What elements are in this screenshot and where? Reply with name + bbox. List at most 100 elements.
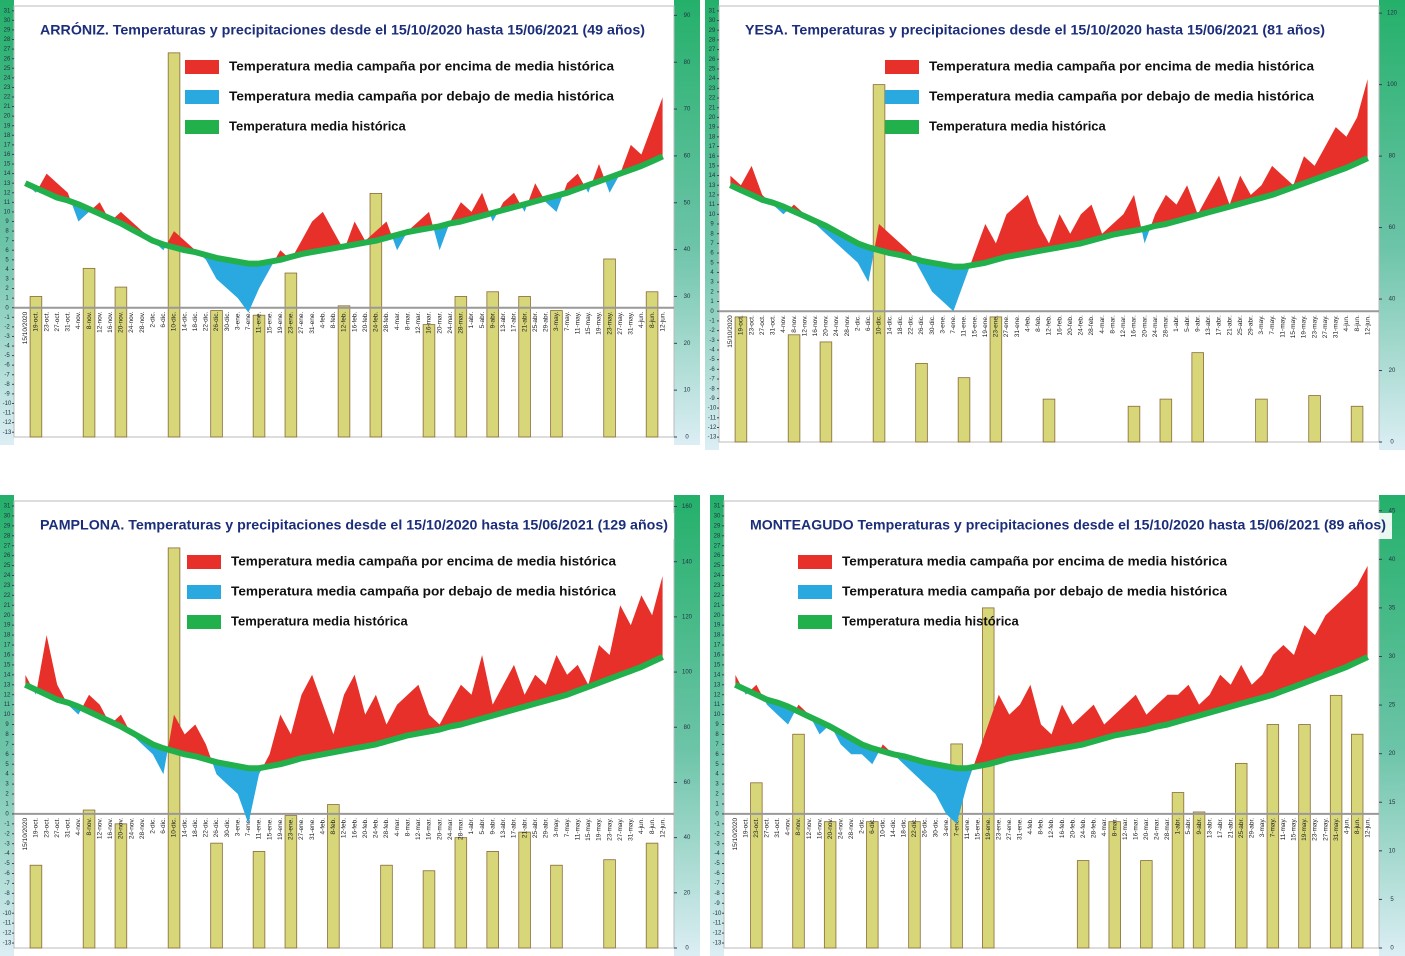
precipitation-bar [252, 851, 266, 949]
x-tick-label: 1-abr. [1175, 818, 1182, 835]
x-tick-label: 30-dic. [932, 818, 939, 838]
precipitation-bar [550, 310, 563, 438]
x-tick-label: 20-nov. [118, 312, 125, 333]
chart-panel: -13-12-11-10-9-8-7-6-5-4-3-2-10123456789… [0, 495, 700, 956]
y-tick-label: 9 [715, 722, 719, 728]
x-tick-label: 27-oct. [54, 818, 61, 838]
y-tick-label: 17 [714, 643, 721, 649]
y2-tick-label: 0 [1390, 440, 1394, 446]
precipitation-bar [252, 314, 266, 438]
x-tick-label: 15/10/2020 [22, 311, 29, 344]
x-tick-label: 8-jun. [649, 312, 656, 328]
y2-tick-label: 40 [1389, 297, 1396, 303]
y-tick-label: -5 [709, 357, 715, 363]
y-tick-label: 24 [714, 573, 721, 579]
x-tick-label: 16-mar. [1133, 818, 1140, 840]
y-tick-label: -1 [4, 315, 10, 321]
precipitation-bar [1255, 398, 1268, 443]
y-tick-label: 17 [709, 144, 716, 150]
x-tick-label: 21-abr. [521, 818, 528, 838]
x-tick-label: 4-nov. [75, 818, 82, 836]
y-tick-label: -10 [708, 406, 717, 412]
x-tick-label: 5-abr. [1184, 315, 1191, 332]
x-tick-label: 20-nov. [827, 818, 834, 839]
x-tick-label: 20-feb. [362, 818, 369, 838]
x-tick-label: 26-dic. [918, 315, 925, 335]
y-tick-label: -9 [714, 901, 720, 907]
y-tick-label: 25 [4, 66, 11, 72]
y2-tick-label: 40 [1389, 557, 1396, 563]
x-tick-label: 13-abr. [500, 312, 507, 332]
x-tick-label: 24-nov. [128, 312, 135, 333]
x-tick-label: 28-feb. [1088, 315, 1095, 335]
y-tick-label: 29 [4, 523, 11, 529]
x-tick-label: 2-dic. [858, 818, 865, 834]
legend-label: Temperatura media histórica [229, 118, 407, 133]
y-tick-label: -3 [709, 338, 715, 344]
precipitation-bar [518, 296, 531, 438]
x-tick-label: 16-feb. [351, 818, 358, 838]
y-tick-label: -9 [4, 391, 10, 397]
y-tick-label: 15 [4, 662, 11, 668]
x-tick-label: 22-dic. [911, 818, 918, 838]
x-tick-label: 13-abr. [1205, 315, 1212, 335]
y-tick-label: 12 [709, 193, 716, 199]
precipitation-bar [1159, 398, 1173, 443]
x-tick-label: 23-may. [1312, 818, 1319, 841]
y2-tick-label: 15 [1389, 800, 1396, 806]
y-tick-label: 0 [715, 811, 719, 817]
legend-label: Temperatura media campaña por debajo de … [231, 583, 617, 598]
precipitation-bar [337, 305, 351, 438]
x-tick-label: 15/10/2020 [22, 818, 29, 851]
x-tick-label: 11-ene. [964, 818, 971, 840]
y2-tick-label: 40 [684, 835, 691, 841]
precipitation-bar [1192, 811, 1206, 949]
x-tick-label: 12-feb. [341, 818, 348, 838]
y2-tick-label: 90 [684, 13, 691, 19]
y-tick-label: 13 [4, 181, 11, 187]
y-tick-label: 7 [710, 241, 714, 247]
y-tick-label: 15 [714, 662, 721, 668]
y2-tick-label: 80 [1389, 154, 1396, 160]
x-tick-label: 26-dic. [922, 818, 929, 838]
y-tick-label: -7 [709, 377, 715, 383]
x-tick-label: 12-mar. [1120, 315, 1127, 337]
x-tick-label: 31-ene. [1014, 315, 1021, 337]
y2-tick-label: 10 [1389, 848, 1396, 854]
y-tick-label: 10 [709, 212, 716, 218]
y-tick-label: 23 [4, 583, 11, 589]
y-tick-label: 20 [4, 613, 11, 619]
x-tick-label: 8-nov. [795, 818, 802, 836]
y-tick-label: -10 [713, 911, 722, 917]
precipitation-bar [957, 377, 971, 443]
x-tick-label: 8-feb. [1035, 315, 1042, 332]
x-tick-label: 31-ene. [309, 818, 316, 840]
x-tick-label: 14-dic. [181, 312, 188, 332]
precipitation-bar [486, 851, 499, 949]
y-tick-label: 4 [710, 270, 714, 276]
y-tick-label: 13 [709, 183, 716, 189]
x-tick-label: 16-nov. [107, 818, 114, 839]
y-tick-label: 26 [4, 56, 11, 62]
y-tick-label: 16 [714, 653, 721, 659]
precipitation-bar [1350, 733, 1364, 949]
x-tick-label: 16-nov. [812, 315, 819, 336]
y-tick-label: 24 [4, 573, 11, 579]
x-tick-label: 20-mar. [1143, 818, 1150, 840]
x-tick-label: 21-abr. [1226, 315, 1233, 335]
y-tick-label: 28 [4, 533, 11, 539]
x-tick-label: 31-may. [628, 312, 635, 335]
x-tick-label: 18-dic. [897, 315, 904, 335]
y-tick-label: -12 [708, 425, 717, 431]
x-tick-label: 11-may. [574, 312, 581, 335]
y2-tick-label: 40 [684, 247, 691, 253]
y-tick-label: 12 [714, 692, 721, 698]
y-tick-label: 9 [5, 722, 9, 728]
title-box [34, 18, 651, 44]
x-tick-label: 2-dic. [150, 818, 157, 834]
y2-tick-label: 0 [685, 946, 689, 952]
x-tick-label: 4-mar. [1101, 818, 1108, 837]
x-tick-label: 27-ene. [1003, 315, 1010, 337]
precipitation-bar [1235, 762, 1248, 949]
y-tick-label: -8 [4, 891, 10, 897]
